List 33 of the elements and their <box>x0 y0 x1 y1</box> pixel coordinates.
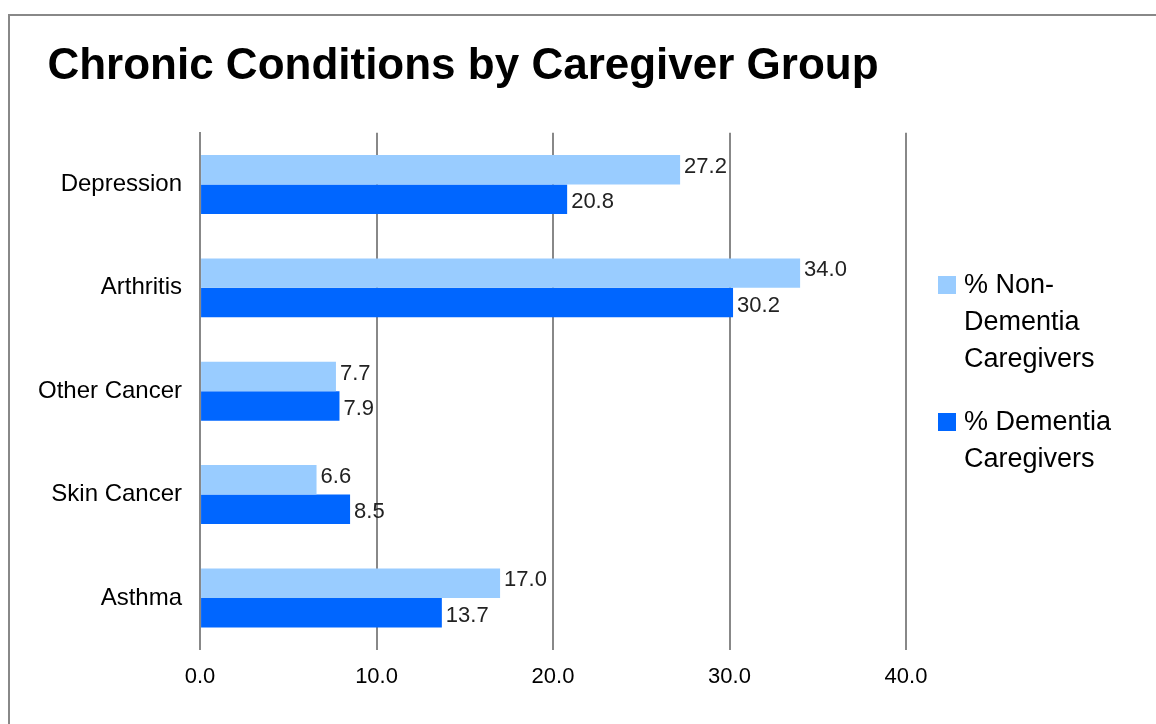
data-label: 20.8 <box>571 188 614 214</box>
y-tick-label: Asthma <box>100 582 183 610</box>
legend-label: % Dementia Caregivers <box>964 405 1113 475</box>
y-tick-label: Depression <box>60 169 183 197</box>
y-tick-label: Arthritis <box>100 272 183 300</box>
bar <box>201 287 734 318</box>
bar <box>201 258 801 288</box>
data-label: 27.2 <box>684 152 727 178</box>
bar <box>201 361 336 392</box>
data-label: 30.2 <box>737 291 780 317</box>
data-label: 6.6 <box>320 462 352 488</box>
y-tick-label: Skin Cancer <box>51 479 183 507</box>
x-tick-label: 20.0 <box>531 662 575 688</box>
data-label: 8.5 <box>354 498 385 524</box>
data-label: 13.7 <box>445 601 489 627</box>
x-tick-label: 10.0 <box>355 662 398 688</box>
bar <box>201 597 442 628</box>
legend-label: % Non-Dementia Caregivers <box>964 268 1096 375</box>
data-label: 7.7 <box>339 359 371 385</box>
x-tick-label: 40.0 <box>884 662 928 688</box>
bar <box>201 155 681 185</box>
bar <box>201 391 340 421</box>
y-tick-label: Other Cancer <box>38 375 183 403</box>
x-tick-label: 0.0 <box>184 662 216 688</box>
bar <box>201 465 317 495</box>
data-label: 17.0 <box>504 566 547 592</box>
bar <box>201 184 568 214</box>
chart-title: Chronic Conditions by Caregiver Group <box>47 38 879 88</box>
x-tick-label: 30.0 <box>708 662 751 688</box>
data-label: 34.0 <box>804 256 847 282</box>
data-label: 7.9 <box>343 394 375 420</box>
bar <box>201 568 501 598</box>
bar <box>201 494 351 525</box>
